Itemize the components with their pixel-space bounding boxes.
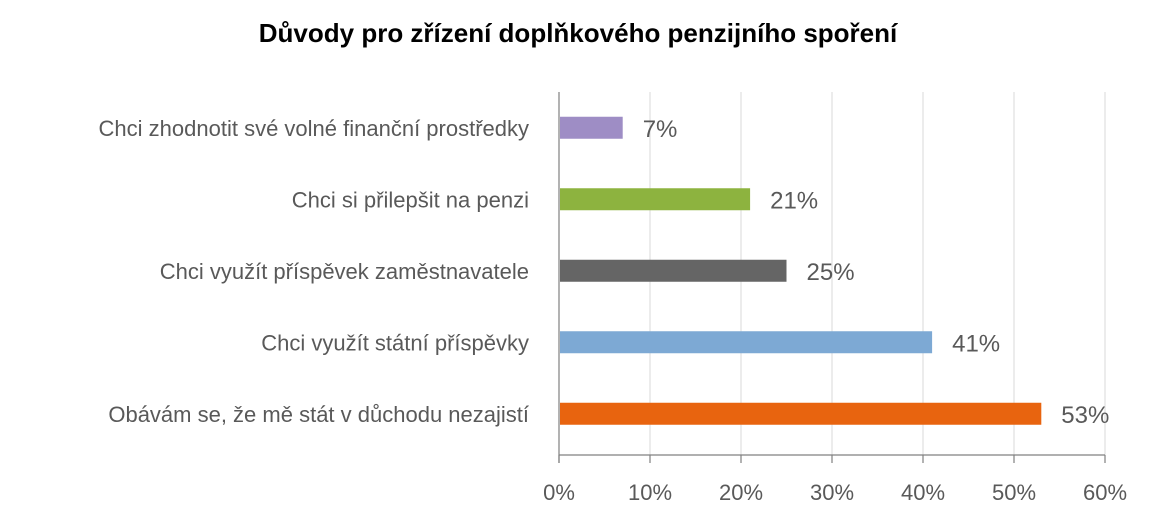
x-tick-label: 0%	[543, 480, 575, 505]
category-label: Chci zhodnotit své volné finanční prostř…	[99, 116, 529, 141]
bar	[560, 331, 933, 354]
x-tick-label: 10%	[628, 480, 672, 505]
x-axis: 0% 10% 20% 30% 40% 50% 60%	[543, 92, 1127, 505]
data-label: 21%	[770, 187, 818, 214]
bar	[560, 259, 787, 282]
data-label: 41%	[952, 330, 1000, 357]
x-tick-label: 20%	[719, 480, 763, 505]
category-labels: Chci zhodnotit své volné finanční prostř…	[99, 116, 529, 427]
x-tick-label: 60%	[1083, 480, 1127, 505]
data-label: 25%	[807, 259, 855, 286]
category-label: Chci si přilepšit na penzi	[292, 187, 529, 212]
category-label: Chci využít státní příspěvky	[261, 330, 529, 355]
bar	[560, 402, 1042, 425]
bar	[560, 188, 751, 211]
data-label: 7%	[643, 116, 678, 143]
category-label: Chci využít příspěvek zaměstnavatele	[160, 259, 529, 284]
category-label: Obávám se, že mě stát v důchodu nezajist…	[108, 402, 529, 427]
x-tick-label: 40%	[901, 480, 945, 505]
bars: 7% 21% 25% 41% 53%	[560, 116, 1109, 429]
chart-title: Důvody pro zřízení doplňkového penzijníh…	[259, 18, 898, 48]
x-tick-label: 50%	[992, 480, 1036, 505]
data-label: 53%	[1061, 402, 1109, 429]
gridlines	[649, 92, 1106, 455]
bar	[560, 116, 623, 139]
x-tick-label: 30%	[810, 480, 854, 505]
